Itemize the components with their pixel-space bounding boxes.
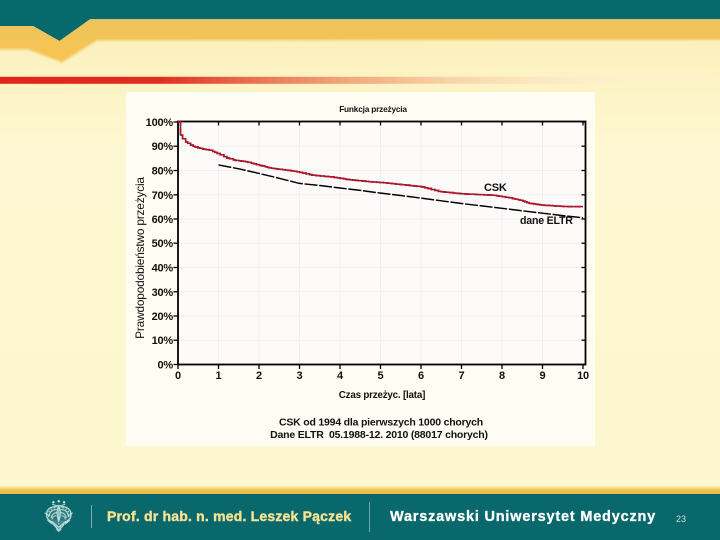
svg-text:0%: 0% [158, 360, 174, 372]
svg-text:2: 2 [256, 370, 262, 382]
svg-text:30%: 30% [152, 287, 174, 299]
svg-text:40%: 40% [152, 263, 174, 275]
svg-text:CSK: CSK [484, 182, 507, 194]
svg-text:10%: 10% [152, 335, 174, 347]
svg-text:5: 5 [378, 370, 384, 382]
svg-text:Funkcja przeżycia: Funkcja przeżycia [339, 104, 407, 114]
svg-text:90%: 90% [152, 141, 174, 153]
svg-text:0: 0 [175, 370, 181, 382]
svg-text:10: 10 [577, 370, 589, 382]
svg-text:3: 3 [297, 370, 303, 382]
svg-text:CSK od 1994 dla pierwszych 100: CSK od 1994 dla pierwszych 1000 chorych [279, 417, 483, 429]
svg-text:80%: 80% [152, 166, 174, 178]
svg-text:8: 8 [499, 370, 505, 382]
svg-text:dane ELTR: dane ELTR [520, 215, 573, 227]
svg-text:9: 9 [540, 370, 546, 382]
svg-text:Czas przeżyc. [lata]: Czas przeżyc. [lata] [339, 390, 425, 401]
svg-text:70%: 70% [152, 190, 174, 202]
svg-text:Prawdopodobieństwo przeżycia: Prawdopodobieństwo przeżycia [133, 177, 147, 339]
svg-text:1: 1 [216, 370, 222, 382]
svg-text:6: 6 [418, 370, 424, 382]
svg-text:50%: 50% [152, 238, 174, 250]
svg-text:100%: 100% [146, 117, 174, 129]
svg-text:4: 4 [337, 370, 344, 382]
svg-text:Dane ELTR 05.1988-12. 2010 (8: Dane ELTR 05.1988-12. 2010 (88017 choryc… [270, 429, 488, 441]
svg-text:20%: 20% [152, 311, 174, 323]
svg-text:60%: 60% [152, 214, 174, 226]
svg-text:7: 7 [459, 370, 465, 382]
